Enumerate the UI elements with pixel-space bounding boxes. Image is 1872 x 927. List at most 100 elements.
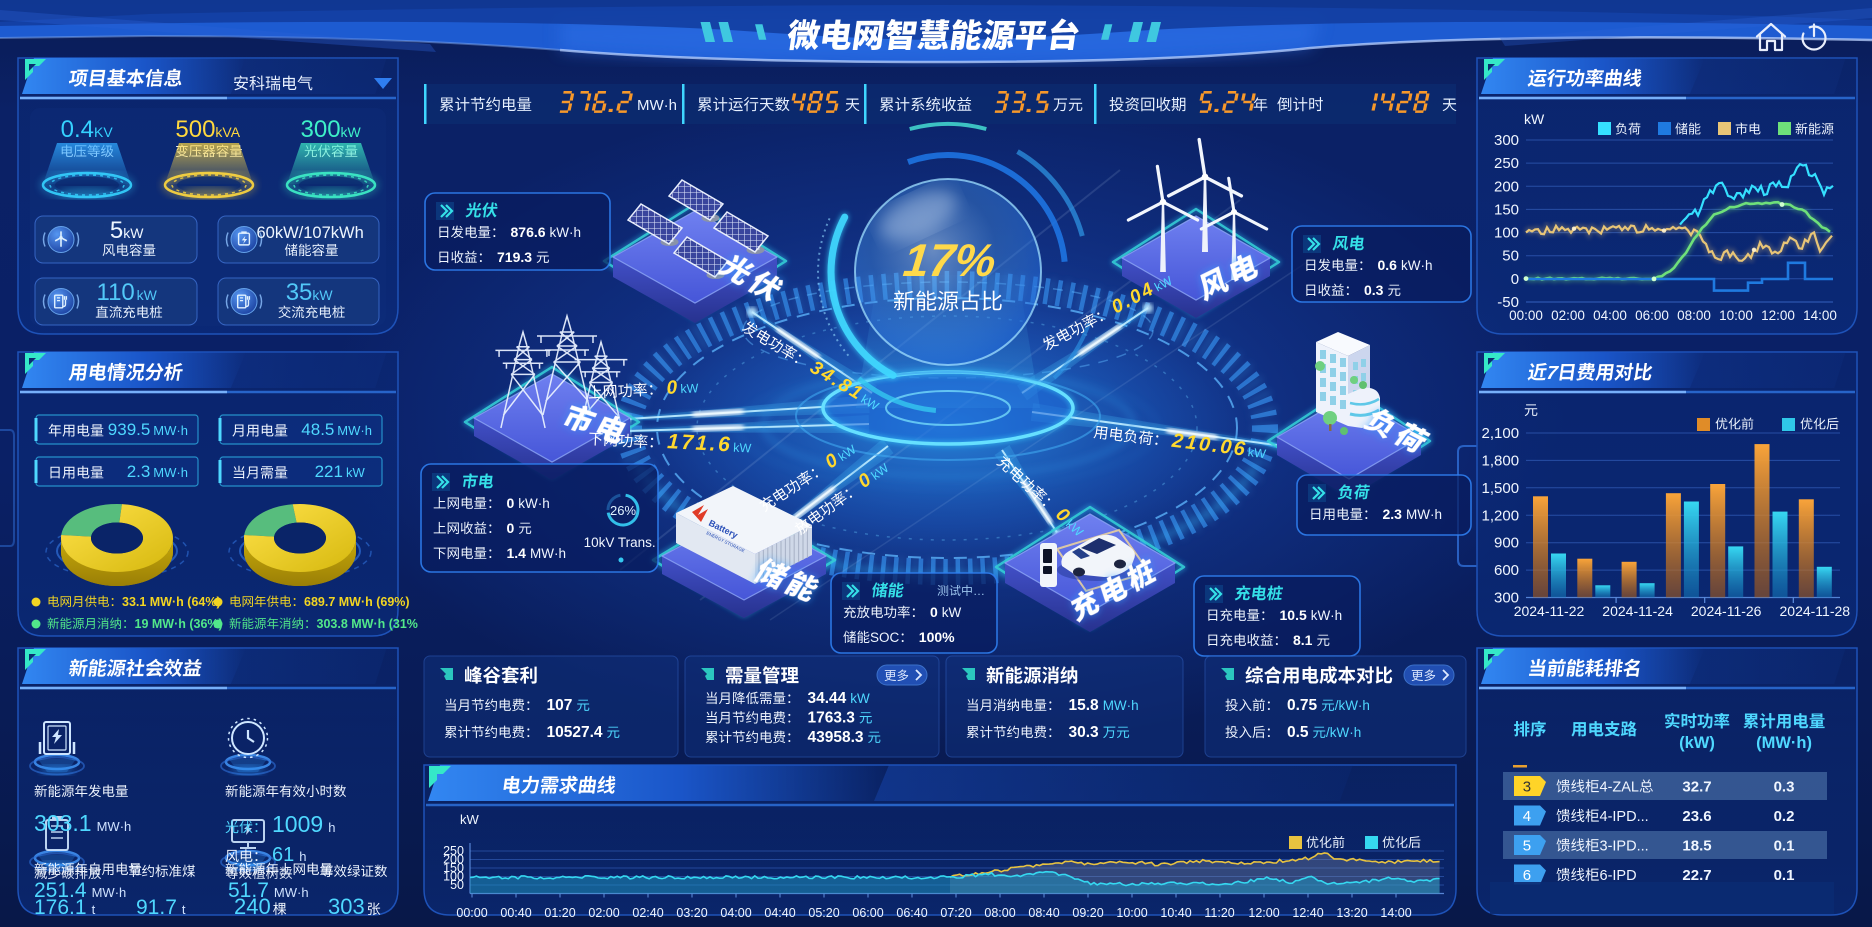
svg-text:10:40: 10:40 — [1160, 906, 1191, 920]
svg-text:33.1 MW·h (64%): 33.1 MW·h (64%) — [122, 595, 221, 609]
svg-text:kW: kW — [680, 381, 699, 396]
svg-text:719.3: 719.3 — [497, 249, 532, 265]
svg-text:0.3: 0.3 — [1364, 282, 1384, 298]
svg-text:MW·h: MW·h — [153, 423, 188, 438]
svg-text:60kW/107kWh: 60kW/107kWh — [257, 224, 364, 242]
svg-text:61: 61 — [272, 844, 294, 866]
svg-text:MW·h: MW·h — [97, 819, 132, 834]
svg-text:kW: kW — [460, 812, 480, 827]
svg-text:/kW·h: /kW·h — [1326, 725, 1361, 740]
svg-text:251.4: 251.4 — [34, 879, 87, 902]
svg-text:50: 50 — [1502, 248, 1519, 265]
svg-text:2024-11-26: 2024-11-26 — [1691, 603, 1762, 619]
svg-text:kVA: kVA — [215, 124, 240, 140]
svg-text:1,800: 1,800 — [1482, 452, 1520, 469]
svg-text:303.8 MW·h (31%: 303.8 MW·h (31% — [317, 617, 418, 631]
svg-text:12:00: 12:00 — [1248, 906, 1279, 920]
svg-text:876.6: 876.6 — [511, 224, 546, 240]
svg-text:23.6: 23.6 — [1682, 808, 1711, 825]
svg-text:kW: kW — [1524, 111, 1545, 127]
svg-text:250: 250 — [443, 844, 464, 858]
svg-text:3-IPD...: 3-IPD... — [1600, 839, 1649, 855]
svg-text:09:20: 09:20 — [1072, 906, 1103, 920]
svg-text:0.1: 0.1 — [1774, 838, 1795, 855]
svg-text:MW·h: MW·h — [1103, 698, 1139, 713]
svg-text:MW·h: MW·h — [337, 423, 372, 438]
svg-text:240: 240 — [234, 894, 271, 919]
svg-text:kW: kW — [137, 287, 158, 303]
svg-text:04:00: 04:00 — [1593, 308, 1627, 323]
svg-text:18.5: 18.5 — [1682, 838, 1711, 855]
svg-text:h: h — [299, 849, 306, 864]
svg-text:10kV Trans.: 10kV Trans. — [584, 535, 656, 550]
svg-text:6-IPD: 6-IPD — [1600, 868, 1637, 884]
svg-text:22.7: 22.7 — [1682, 867, 1711, 884]
svg-text:48.5: 48.5 — [301, 420, 334, 439]
svg-text:kW·h: kW·h — [1311, 608, 1343, 623]
svg-text:4-ZAL: 4-ZAL — [1600, 780, 1640, 796]
svg-text:100: 100 — [443, 870, 464, 884]
svg-text:t: t — [182, 902, 186, 917]
svg-text:…: … — [973, 584, 985, 598]
svg-text:34.44: 34.44 — [808, 690, 847, 707]
svg-text:13:20: 13:20 — [1336, 906, 1367, 920]
svg-text:kW: kW — [341, 124, 362, 140]
svg-text:06:00: 06:00 — [1635, 308, 1669, 323]
svg-text:00:00: 00:00 — [1509, 308, 1543, 323]
svg-text:t: t — [92, 902, 96, 917]
svg-text:MW·h: MW·h — [1406, 507, 1442, 522]
svg-text:0.2: 0.2 — [1774, 808, 1795, 825]
svg-text:2024-11-22: 2024-11-22 — [1514, 603, 1585, 619]
svg-text:2024-11-28: 2024-11-28 — [1780, 603, 1851, 619]
svg-text:100: 100 — [1494, 225, 1519, 242]
svg-text:06:40: 06:40 — [896, 906, 927, 920]
svg-text:kW·h: kW·h — [518, 496, 550, 511]
svg-text:MW·h: MW·h — [92, 885, 127, 900]
svg-text:176.1: 176.1 — [34, 896, 87, 919]
svg-text:1009: 1009 — [272, 811, 323, 837]
svg-text:03:20: 03:20 — [676, 906, 707, 920]
svg-text:2,100: 2,100 — [1482, 425, 1520, 442]
svg-text:01:20: 01:20 — [544, 906, 575, 920]
svg-text:26%: 26% — [610, 503, 636, 518]
svg-text:35: 35 — [286, 279, 313, 306]
svg-text:300: 300 — [301, 116, 341, 143]
svg-text:150: 150 — [1494, 201, 1519, 218]
svg-text:kW: kW — [942, 605, 962, 620]
svg-text:0.4: 0.4 — [61, 116, 94, 143]
svg-text:00:40: 00:40 — [500, 906, 531, 920]
svg-text:kW: kW — [733, 441, 752, 456]
svg-text:05:20: 05:20 — [808, 906, 839, 920]
svg-text:08:00: 08:00 — [1677, 308, 1711, 323]
svg-text:0.5: 0.5 — [1287, 724, 1309, 741]
svg-text:1,500: 1,500 — [1482, 480, 1520, 497]
svg-text:02:00: 02:00 — [1551, 308, 1585, 323]
svg-text:17%: 17% — [901, 234, 998, 286]
svg-text:0: 0 — [666, 377, 680, 399]
svg-text:250: 250 — [1494, 155, 1519, 172]
svg-text:07:20: 07:20 — [940, 906, 971, 920]
svg-text:4-IPD...: 4-IPD... — [1600, 809, 1649, 825]
svg-text:/kW·h: /kW·h — [1335, 698, 1370, 713]
svg-text:2.3: 2.3 — [127, 462, 151, 481]
svg-text:h: h — [328, 820, 335, 835]
svg-text:303: 303 — [328, 894, 365, 919]
svg-text:900: 900 — [1494, 535, 1519, 552]
svg-text:1,200: 1,200 — [1482, 507, 1520, 524]
svg-text:kW: kW — [312, 287, 333, 303]
svg-text:171.6: 171.6 — [667, 430, 733, 456]
svg-text:4: 4 — [1523, 808, 1531, 825]
svg-text:10.5: 10.5 — [1280, 607, 1307, 623]
svg-text:MW·h: MW·h — [530, 546, 566, 561]
svg-text:00:00: 00:00 — [456, 906, 487, 920]
svg-text:221: 221 — [315, 462, 343, 481]
svg-text:5: 5 — [1523, 838, 1531, 855]
svg-text:0: 0 — [930, 604, 938, 620]
svg-text:0: 0 — [1511, 271, 1519, 288]
svg-text:kW: kW — [850, 691, 870, 706]
svg-text:51.7: 51.7 — [228, 879, 269, 902]
svg-text:kW: kW — [123, 225, 144, 241]
svg-text:kW: kW — [1247, 445, 1267, 461]
svg-text:0.1: 0.1 — [1774, 867, 1795, 884]
svg-text:kW·h: kW·h — [1401, 258, 1433, 273]
